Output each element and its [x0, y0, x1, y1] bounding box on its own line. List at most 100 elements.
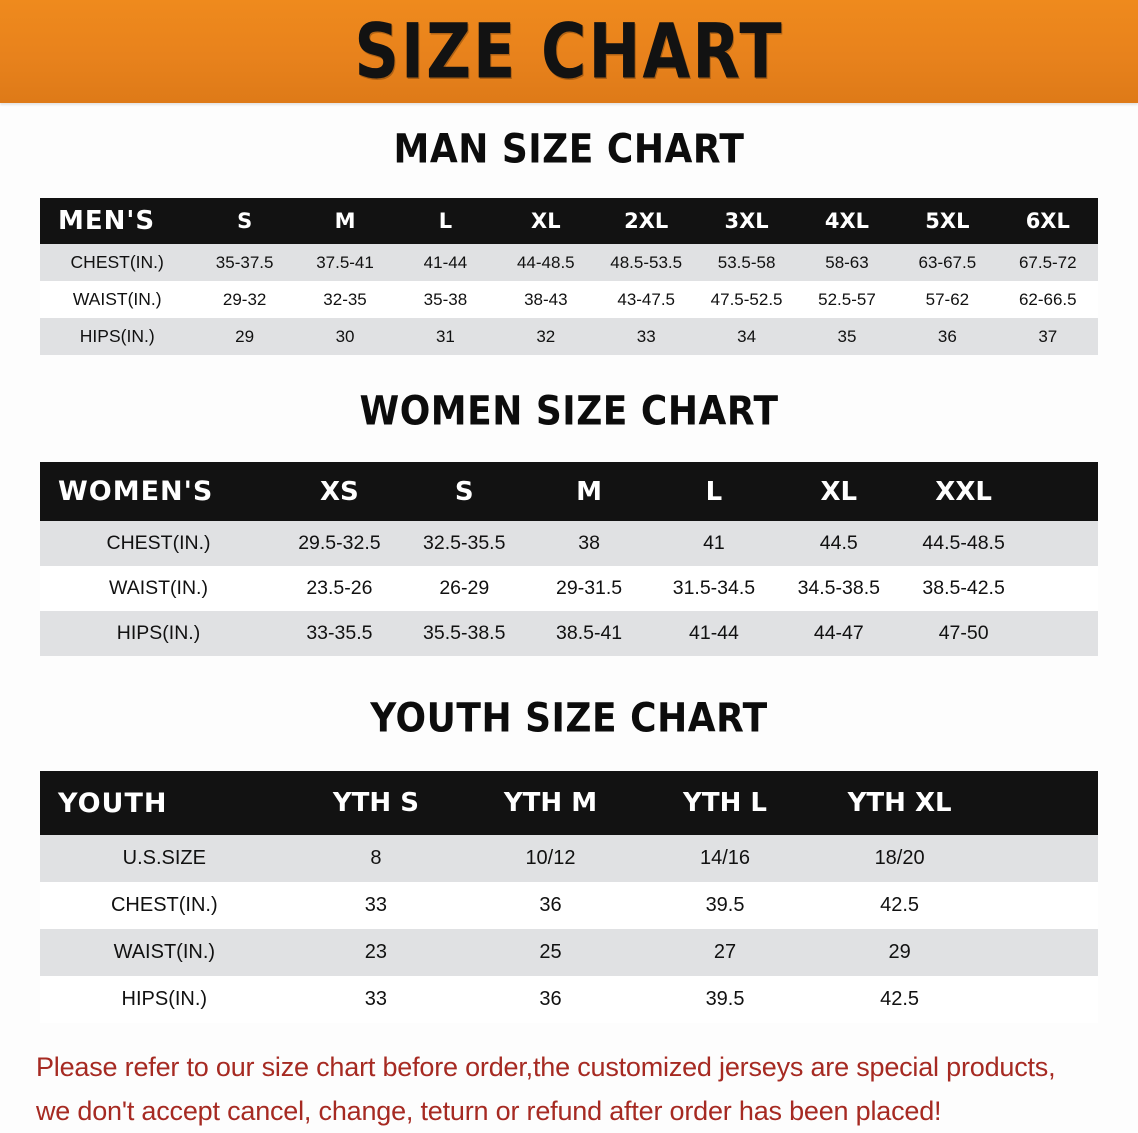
- man-table-body: CHEST(IN.) 35-37.5 37.5-41 41-44 44-48.5…: [40, 244, 1098, 355]
- man-section-title: MAN SIZE CHART: [393, 126, 745, 173]
- youth-col-yth-s: YTH S: [332, 788, 419, 818]
- table-cell: 29-32: [222, 289, 267, 309]
- table-row: U.S.SIZE 8 10/12 14/16 18/20: [40, 835, 1098, 882]
- youth-col-yth-l: YTH L: [683, 788, 767, 818]
- table-cell: 14/16: [700, 847, 751, 869]
- table-cell: 33: [364, 988, 388, 1010]
- table-cell: 32: [536, 326, 556, 346]
- table-cell: 38.5-41: [556, 622, 623, 644]
- table-cell: 58-63: [825, 252, 869, 272]
- table-cell: [987, 976, 1098, 1023]
- women-col-spacer: [1026, 462, 1098, 521]
- table-cell: [987, 835, 1098, 882]
- youth-col-spacer: [987, 771, 1098, 835]
- table-cell: 41-44: [689, 622, 739, 644]
- table-cell: 38.5-42.5: [922, 577, 1005, 599]
- women-col-l: L: [705, 476, 723, 507]
- table-cell: 38-43: [524, 289, 568, 309]
- table-row: HIPS(IN.) 29 30 31 32 33 34 35 36 37: [40, 318, 1098, 355]
- youth-header-row: YOUTH YTH S YTH M YTH L YTH XL: [40, 771, 1098, 835]
- table-row: CHEST(IN.) 29.5-32.5 32.5-35.5 38 41 44.…: [40, 521, 1098, 566]
- youth-row-label-waist: WAIST(IN.): [113, 941, 216, 963]
- man-row-label-hips: HIPS(IN.): [79, 326, 155, 346]
- table-cell: 33-35.5: [306, 622, 373, 644]
- table-cell: 30: [335, 326, 355, 346]
- table-cell: 35.5-38.5: [423, 622, 506, 644]
- man-col-3xl: 3XL: [724, 209, 769, 233]
- table-cell: 36: [937, 326, 957, 346]
- table-cell: 44.5: [819, 532, 858, 554]
- table-cell: 26-29: [439, 577, 490, 599]
- youth-size-table: YOUTH YTH S YTH M YTH L YTH XL U.S.SIZE …: [40, 771, 1098, 1023]
- man-col-2xl: 2XL: [624, 209, 669, 233]
- man-col-5xl: 5XL: [925, 209, 970, 233]
- man-col-l: L: [438, 209, 453, 233]
- women-col-xl: XL: [820, 476, 858, 507]
- table-cell: 36: [539, 988, 562, 1010]
- table-cell: 29-31.5: [556, 577, 623, 599]
- youth-rowhead-label: YOUTH: [58, 787, 168, 819]
- table-cell: 34.5-38.5: [797, 577, 880, 599]
- table-cell: 63-67.5: [918, 252, 977, 272]
- table-cell: 35: [837, 326, 857, 346]
- table-cell: 44-47: [813, 622, 864, 644]
- man-row-label-waist: WAIST(IN.): [72, 289, 162, 309]
- women-row-label-hips: HIPS(IN.): [116, 622, 201, 644]
- table-cell: 31: [435, 326, 455, 346]
- table-cell: 25: [539, 941, 562, 963]
- table-cell: 36: [539, 894, 562, 916]
- man-col-s: S: [237, 209, 253, 233]
- table-cell: 37.5-41: [316, 252, 374, 272]
- table-cell: 57-62: [925, 289, 970, 309]
- women-header-row: WOMEN'S XS S M L XL XXL: [40, 462, 1098, 521]
- table-cell: 33: [364, 894, 388, 916]
- page-banner: SIZE CHART: [0, 0, 1138, 103]
- table-cell: 62-66.5: [1018, 289, 1077, 309]
- table-cell: 37: [1038, 326, 1058, 346]
- table-cell: 29.5-32.5: [298, 532, 381, 554]
- table-cell: 53.5-58: [717, 252, 776, 272]
- women-size-table: WOMEN'S XS S M L XL XXL CHEST(IN.) 29.5-…: [40, 462, 1098, 656]
- table-cell: 42.5: [880, 894, 920, 916]
- table-cell: 23.5-26: [306, 577, 373, 599]
- women-table-body: CHEST(IN.) 29.5-32.5 32.5-35.5 38 41 44.…: [40, 521, 1098, 656]
- table-cell: 29: [888, 941, 911, 963]
- table-cell: 47.5-52.5: [710, 289, 783, 309]
- table-cell: 10/12: [525, 847, 576, 869]
- man-col-xl: XL: [531, 209, 561, 233]
- table-cell: 39.5: [705, 988, 745, 1010]
- table-cell: [987, 929, 1098, 976]
- table-cell: 41: [703, 532, 725, 554]
- table-cell: 41-44: [423, 252, 468, 272]
- table-cell: 33: [636, 326, 656, 346]
- table-cell: 29: [235, 326, 255, 346]
- women-col-xxl: XXL: [935, 476, 992, 507]
- man-table-head: MEN'S S M L XL 2XL 3XL 4XL 5XL 6XL: [40, 198, 1098, 244]
- man-col-6xl: 6XL: [1025, 209, 1070, 233]
- table-row: CHEST(IN.) 35-37.5 37.5-41 41-44 44-48.5…: [40, 244, 1098, 281]
- table-cell: 18/20: [874, 847, 925, 869]
- youth-row-label-chest: CHEST(IN.): [110, 894, 218, 916]
- table-cell: 35-38: [423, 289, 468, 309]
- women-row-label-waist: WAIST(IN.): [109, 577, 208, 599]
- table-cell: 35-37.5: [215, 252, 274, 272]
- man-header-row: MEN'S S M L XL 2XL 3XL 4XL 5XL 6XL: [40, 198, 1098, 244]
- table-row: WAIST(IN.) 23.5-26 26-29 29-31.5 31.5-34…: [40, 566, 1098, 611]
- page-title: SIZE CHART: [354, 6, 784, 96]
- table-cell: 47-50: [938, 622, 989, 644]
- women-rowhead-label: WOMEN'S: [58, 476, 214, 507]
- disclaimer-line-1: Please refer to our size chart before or…: [36, 1052, 1056, 1082]
- youth-col-yth-xl: YTH XL: [847, 788, 952, 818]
- table-cell: 23: [364, 941, 388, 963]
- table-cell: 27: [713, 941, 737, 963]
- table-cell: 32-35: [323, 289, 367, 309]
- table-row: WAIST(IN.) 29-32 32-35 35-38 38-43 43-47…: [40, 281, 1098, 318]
- women-table-head: WOMEN'S XS S M L XL XXL: [40, 462, 1098, 521]
- table-row: CHEST(IN.) 33 36 39.5 42.5: [40, 882, 1098, 929]
- table-cell: [987, 882, 1098, 929]
- table-cell: 42.5: [880, 988, 920, 1010]
- table-cell: [1026, 566, 1098, 611]
- table-cell: 52.5-57: [818, 289, 876, 309]
- table-cell: [1026, 611, 1098, 656]
- table-cell: 39.5: [705, 894, 745, 916]
